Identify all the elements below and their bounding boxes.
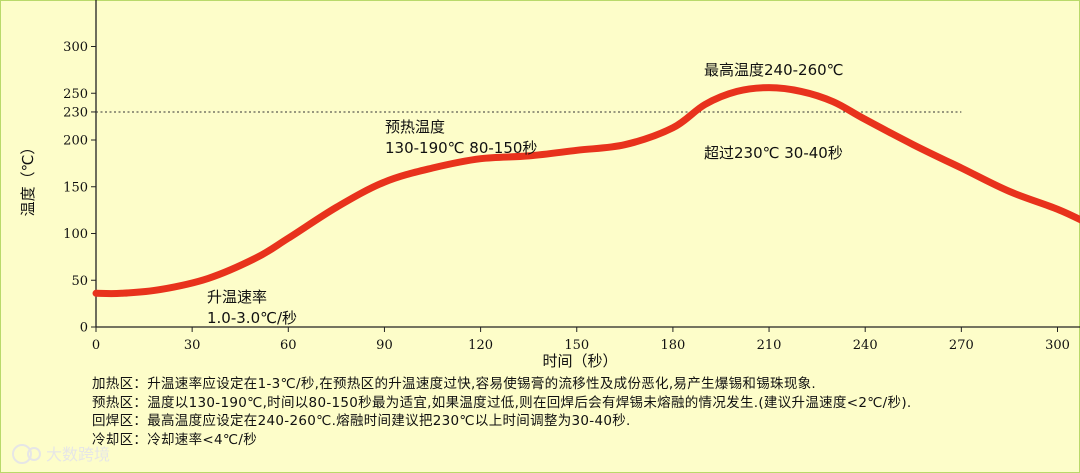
y-tick-label: 150 bbox=[63, 180, 88, 195]
x-tick-label: 120 bbox=[468, 338, 493, 353]
note-heading: 回焊区： bbox=[92, 413, 148, 429]
note-row: 预热区： 温度以130-190℃,时间以80-150秒最为适宜,如果温度过低,则在… bbox=[92, 394, 1052, 413]
y-axis-title: 温度（℃） bbox=[19, 140, 37, 217]
annotation: 超过230℃ 30-40秒 bbox=[704, 144, 843, 162]
x-tick-label: 0 bbox=[92, 338, 100, 353]
watermark-text: 大数跨境 bbox=[46, 445, 110, 464]
annotation-line: 预热温度 bbox=[385, 118, 445, 136]
reflow-profile-chart: 0 50 100 150 200 230 250 300 0 30 60 90 120 150 180 21… bbox=[19, 0, 1080, 370]
axes bbox=[91, 0, 1080, 332]
x-tick-label: 210 bbox=[757, 338, 782, 353]
note-row: 冷却区： 冷却速率<4℃/秒 bbox=[92, 431, 1052, 450]
annotation-line: 最高温度240-260℃ bbox=[704, 61, 844, 79]
x-tick-label: 240 bbox=[853, 338, 878, 353]
annotation-line: 升温速率 bbox=[207, 288, 267, 306]
y-axis-title-text: 温度（℃） bbox=[19, 140, 37, 217]
note-row: 加热区： 升温速率应设定在1-3℃/秒,在预热区的升温速度过快,容易使锡膏的流移性… bbox=[92, 375, 1052, 394]
x-tick-label: 30 bbox=[184, 338, 201, 353]
annotation-line: 130-190℃ 80-150秒 bbox=[385, 139, 537, 157]
note-heading: 预热区： bbox=[92, 394, 148, 411]
annotation: 最高温度240-260℃ bbox=[704, 61, 844, 79]
y-tick-label: 50 bbox=[71, 274, 88, 289]
annotations: 升温速率 1.0-3.0℃/秒 预热温度 130-190℃ 80-150秒 最高温度24… bbox=[207, 61, 844, 327]
x-axis-title: 时间（秒） bbox=[542, 352, 617, 370]
note-heading: 冷却区： bbox=[92, 431, 148, 448]
annotation-line: 超过230℃ 30-40秒 bbox=[704, 144, 843, 162]
annotation: 升温速率 1.0-3.0℃/秒 bbox=[207, 288, 297, 327]
y-tick-label: 0 bbox=[80, 321, 88, 336]
y-tick-label: 300 bbox=[63, 40, 88, 55]
y-tick-label: 250 bbox=[63, 87, 88, 102]
x-tick-label: 270 bbox=[949, 338, 974, 353]
notes-panel: 加热区： 升温速率应设定在1-3℃/秒,在预热区的升温速度过快,容易使锡膏的流移性… bbox=[92, 375, 1052, 449]
note-text: 冷却速率<4℃/秒 bbox=[147, 431, 258, 448]
y-tick-labels: 0 50 100 150 200 230 250 300 bbox=[63, 40, 88, 336]
note-text: 温度以130-190℃,时间以80-150秒最为适宜,如果温度过低,则在回焊后会… bbox=[147, 394, 912, 411]
watermark: 大数跨境 bbox=[12, 444, 110, 464]
x-tick-label: 90 bbox=[376, 338, 393, 353]
x-tick-label: 300 bbox=[1045, 338, 1070, 353]
note-text: 最高温度应设定在240-260℃.熔融时间建议把230℃以上时间调整为30-40… bbox=[147, 413, 631, 429]
note-heading: 加热区： bbox=[92, 376, 148, 392]
annotation: 预热温度 130-190℃ 80-150秒 bbox=[385, 118, 537, 157]
y-tick-label: 200 bbox=[63, 134, 88, 149]
x-tick-label: 150 bbox=[564, 338, 589, 353]
series-line bbox=[92, 84, 1080, 298]
annotation-line: 1.0-3.0℃/秒 bbox=[207, 309, 297, 327]
y-tick-label: 100 bbox=[63, 227, 88, 242]
x-tick-labels: 0 30 60 90 120 150 180 210 240 270 300 bbox=[92, 338, 1070, 353]
note-row: 回焊区： 最高温度应设定在240-260℃.熔融时间建议把230℃以上时间调整为3… bbox=[92, 412, 1052, 431]
x-tick-label: 180 bbox=[660, 338, 685, 353]
note-text: 升温速率应设定在1-3℃/秒,在预热区的升温速度过快,容易使锡膏的流移性及成份恶… bbox=[147, 376, 817, 392]
x-tick-label: 60 bbox=[280, 338, 297, 353]
y-tick-label: 230 bbox=[63, 105, 88, 120]
watermark-logo-icon bbox=[12, 444, 41, 464]
